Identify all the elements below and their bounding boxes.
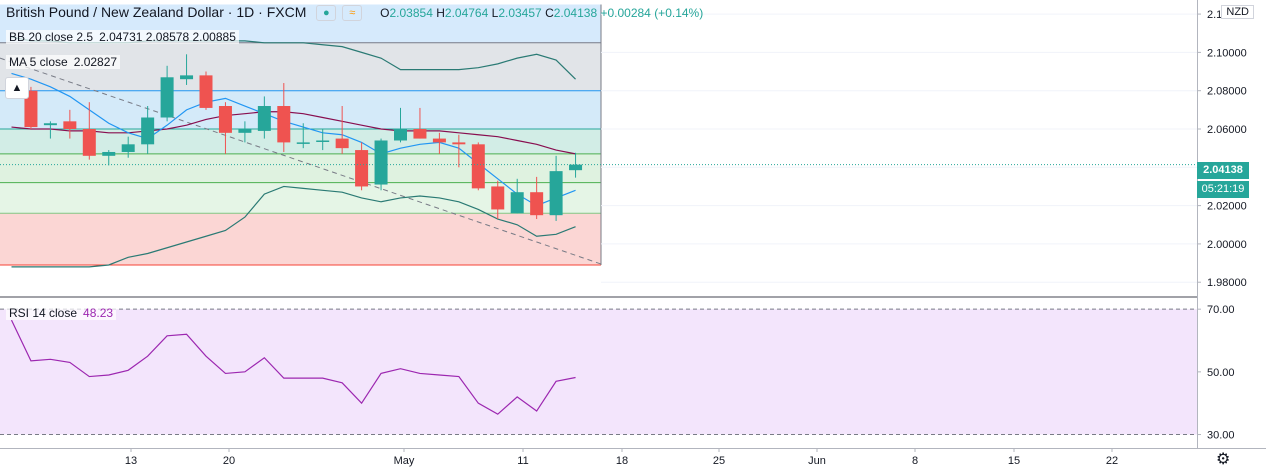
ma-label: MA 5 close: [9, 55, 68, 69]
rsi-tick-label: 70.00: [1207, 304, 1235, 316]
countdown-tag: 05:21:19: [1197, 181, 1249, 198]
time-tick-label: 15: [1008, 455, 1020, 467]
rsi-label: RSI 14 close: [9, 306, 78, 320]
time-tick-label: 18: [616, 455, 628, 467]
fib-zone: [0, 128, 601, 154]
time-tick-label: 13: [125, 455, 137, 467]
candle-body: [24, 90, 38, 128]
interval-sep: ·: [227, 4, 237, 20]
time-tick-label: May: [394, 455, 415, 467]
rsi-values: 48.23: [83, 306, 114, 320]
candle-body: [335, 138, 349, 149]
candle-body: [180, 75, 194, 80]
open-value: 2.03854: [389, 6, 433, 20]
price-tick-label: 2.10000: [1207, 47, 1247, 59]
candle-body: [316, 140, 330, 142]
symbol-legend: British Pound / New Zealand Dollar · 1D …: [6, 4, 703, 22]
fib-zone: [0, 213, 601, 265]
candle-body: [160, 77, 174, 118]
open-label: O: [380, 6, 390, 20]
candle-body: [82, 128, 96, 156]
candle-body: [63, 121, 77, 129]
rsi-pane[interactable]: [0, 308, 1197, 436]
price-tick-label: 2.08000: [1207, 86, 1247, 98]
price-tick-label: 2.06000: [1207, 124, 1247, 136]
candle-body: [394, 128, 407, 141]
rsi-tick-label: 30.00: [1207, 430, 1235, 442]
price-pane[interactable]: [0, 4, 1197, 283]
market-status-icon[interactable]: ●: [316, 5, 337, 22]
symbol-name[interactable]: British Pound / New Zealand Dollar: [6, 4, 224, 20]
ma-legend[interactable]: MA 5 close 2.02827: [6, 55, 121, 69]
candle-body: [257, 106, 271, 131]
candle-body: [471, 144, 485, 189]
candle-body: [530, 192, 544, 216]
candle-body: [43, 123, 57, 126]
candle-body: [355, 150, 369, 187]
candle-body: [141, 117, 155, 145]
time-tick-label: 11: [517, 455, 528, 467]
bb-values: 2.04731 2.08578 2.00885: [99, 30, 236, 44]
price-tick-label: 2.00000: [1207, 239, 1247, 251]
fib-zone: [0, 90, 601, 129]
ohlc-values: O2.03854 H2.04764 L2.03457 C2.04138 +0.0…: [380, 6, 703, 20]
price-tick-label: 2.02000: [1207, 201, 1247, 213]
time-tick-label: 20: [223, 455, 235, 467]
close-value: 2.04138: [553, 6, 598, 20]
rsi-tick-label: 50.00: [1207, 367, 1235, 379]
collapse-legend-button[interactable]: ▲: [5, 77, 29, 99]
candle-body: [277, 106, 291, 143]
trend-line: [0, 57, 602, 265]
candle-body: [432, 138, 446, 143]
last-price-tag: 2.04138: [1197, 162, 1249, 179]
bb-lower-line: [11, 185, 576, 268]
candle-body: [491, 186, 505, 210]
ma-values: 2.02827: [73, 55, 118, 69]
time-tick-label: 25: [713, 455, 725, 467]
bb-label: BB 20 close 2.5: [9, 30, 94, 44]
data-mode-icon[interactable]: ≈: [342, 5, 363, 22]
candle-body: [218, 106, 232, 133]
candle-body: [510, 192, 524, 214]
candle-body: [569, 164, 583, 171]
high-label: H: [436, 6, 445, 20]
low-value: 2.03457: [498, 6, 542, 20]
exchange-sep: ·: [258, 4, 267, 20]
time-tick-label: Jun: [808, 455, 826, 467]
rsi-line: [10, 319, 576, 415]
settings-gear-icon[interactable]: ⚙: [1216, 451, 1231, 468]
candle-body: [374, 140, 388, 185]
interval-label[interactable]: 1D: [236, 4, 255, 20]
candle-body: [549, 171, 563, 216]
rsi-legend[interactable]: RSI 14 close 48.23: [6, 306, 117, 320]
close-label: C: [545, 6, 554, 20]
candle-body: [102, 151, 116, 156]
rsi-band: [0, 309, 1197, 435]
exchange-label: FXCM: [266, 4, 307, 20]
price-tick-label: 1.98000: [1207, 277, 1247, 289]
currency-label[interactable]: NZD: [1221, 5, 1254, 19]
candle-body: [238, 128, 252, 133]
fib-zone: [0, 153, 601, 183]
low-label: L: [491, 6, 499, 20]
candle-body: [199, 75, 213, 108]
candle-body: [452, 142, 466, 145]
candle-body: [296, 142, 310, 144]
change-value: +0.00284 (+0.14%): [600, 6, 704, 20]
time-tick-label: 22: [1106, 455, 1118, 467]
bb-middle-line: [11, 111, 576, 155]
candle-body: [121, 144, 135, 152]
time-tick-label: 8: [912, 455, 918, 467]
high-value: 2.04764: [444, 6, 489, 20]
bb-legend[interactable]: BB 20 close 2.5 2.04731 2.08578 2.00885: [6, 30, 239, 44]
candle-body: [413, 128, 427, 139]
